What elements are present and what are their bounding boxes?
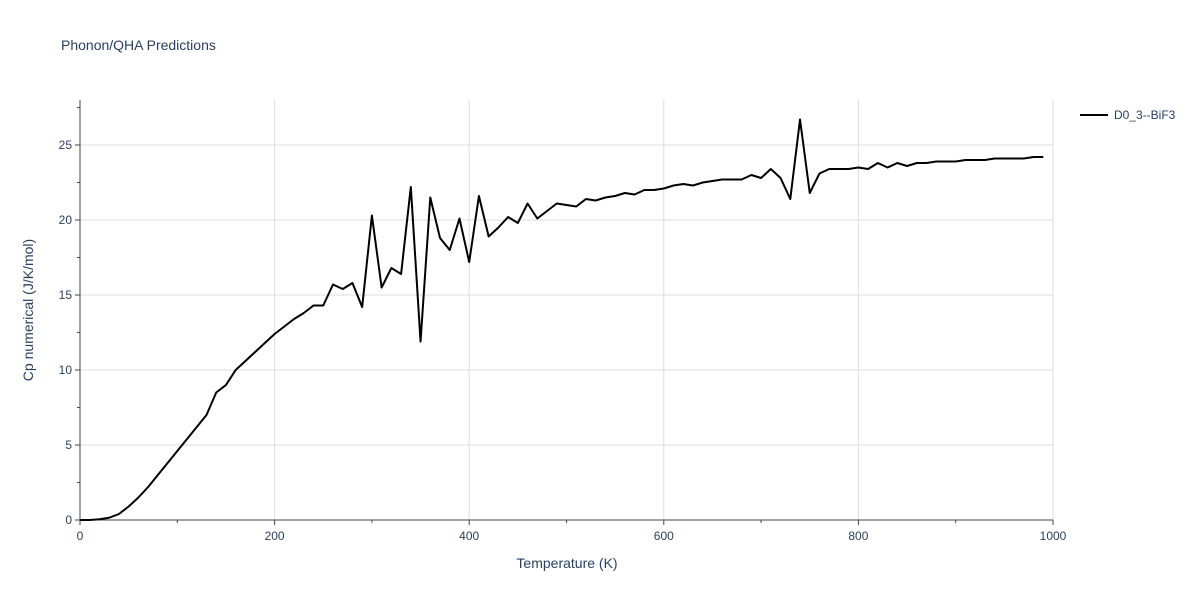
x-tick-label: 800 — [848, 529, 868, 543]
axes-layer — [79, 100, 1053, 521]
series-line — [80, 118, 1044, 521]
y-tick-label: 10 — [59, 363, 73, 377]
y-axis-title: Cp numerical (J/K/mol) — [20, 239, 36, 381]
x-tick-label: 400 — [459, 529, 479, 543]
y-tick-label: 5 — [65, 438, 72, 452]
legend[interactable]: D0_3--BiF3 — [1080, 108, 1176, 122]
y-tick-label: 25 — [59, 138, 73, 152]
x-tick-label: 600 — [654, 529, 674, 543]
x-tick-label: 1000 — [1040, 529, 1067, 543]
x-tick-label: 200 — [265, 529, 285, 543]
y-tick-label: 20 — [59, 213, 73, 227]
legend-label: D0_3--BiF3 — [1114, 108, 1176, 122]
y-tick-label: 15 — [59, 288, 73, 302]
series-layer — [80, 118, 1044, 521]
x-tick-label: 0 — [77, 529, 84, 543]
ticks-layer: 0 200 400 600 800 1000 0 5 10 15 20 25 — [59, 107, 1067, 543]
y-tick-label: 0 — [65, 513, 72, 527]
grid-layer — [80, 100, 1054, 520]
x-axis-title: Temperature (K) — [516, 555, 617, 571]
chart-title: Phonon/QHA Predictions — [61, 37, 216, 53]
